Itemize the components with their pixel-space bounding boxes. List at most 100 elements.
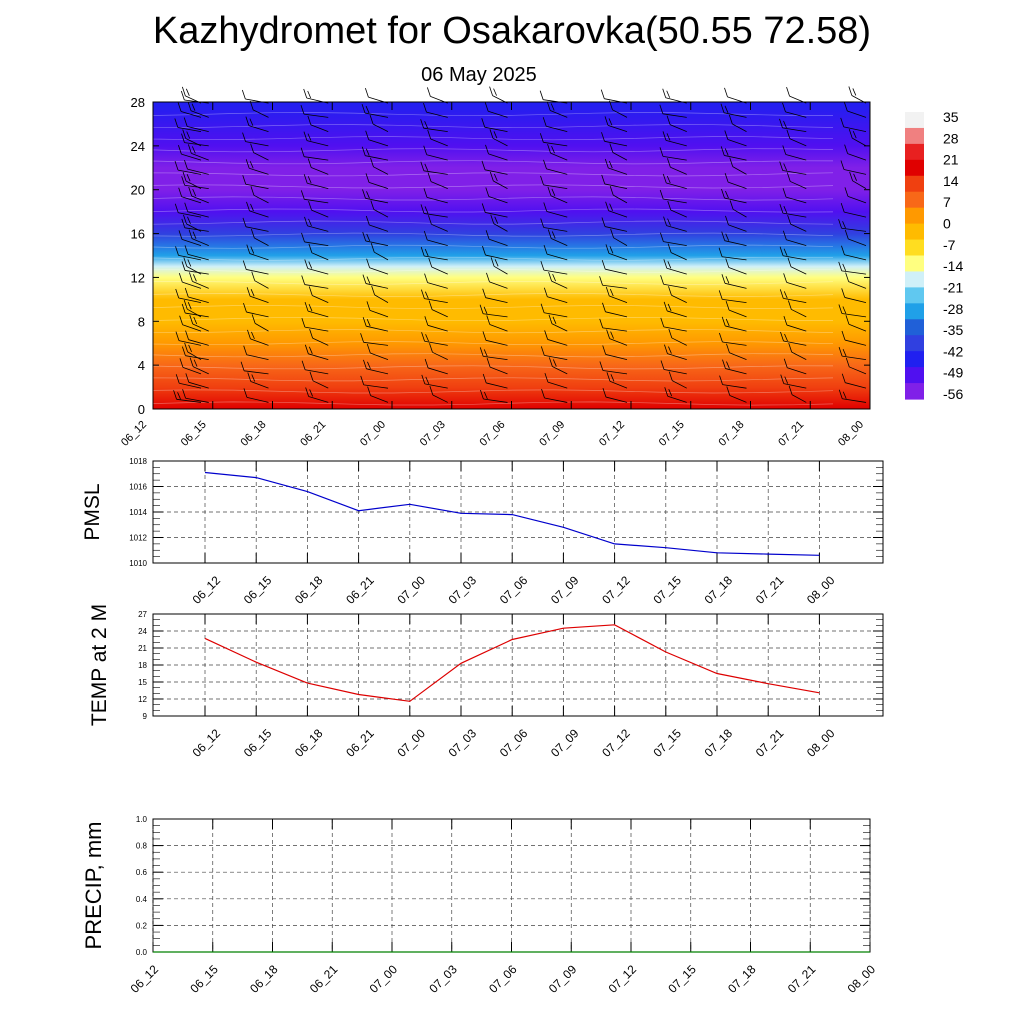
wind-barb	[543, 287, 568, 304]
isoline	[152, 112, 834, 117]
barb-shaft	[722, 256, 747, 261]
wind-barb	[178, 272, 202, 289]
wind-barb	[362, 317, 389, 332]
barb-flag	[365, 215, 370, 226]
barb-shaft	[432, 351, 448, 361]
barb-flag	[609, 246, 614, 254]
wind-barb	[423, 145, 448, 161]
barb-flag	[787, 257, 792, 267]
wind-barb	[848, 129, 867, 147]
barb-flag	[659, 104, 664, 114]
barb-flag	[192, 231, 197, 239]
barb-shaft	[374, 251, 389, 261]
barb-flag	[249, 118, 254, 126]
barb-flag	[784, 376, 789, 384]
x-tick-label: 07_21	[753, 726, 787, 760]
wind-barb	[185, 330, 209, 346]
wind-barb	[364, 87, 389, 104]
barb-flag	[605, 201, 609, 211]
barb-shaft	[722, 384, 747, 389]
barb-flag	[309, 389, 313, 397]
barb-shaft	[254, 280, 269, 289]
colorbar-swatch	[905, 367, 924, 384]
barb-shaft	[426, 154, 448, 161]
isoline	[152, 401, 834, 406]
barb-shaft	[192, 280, 209, 289]
wind-barb	[189, 314, 209, 332]
barb-flag	[783, 163, 788, 171]
wind-barb	[485, 230, 508, 247]
barb-shaft	[370, 352, 389, 361]
isoline	[152, 377, 834, 382]
barb-flag	[600, 89, 605, 99]
barb-flag	[725, 318, 730, 327]
barb-flag	[544, 330, 549, 340]
barb-shaft	[432, 394, 448, 403]
barb-shaft	[550, 152, 568, 161]
x-tick-label: 06_15	[187, 962, 221, 996]
wind-barb	[251, 314, 269, 332]
barb-shaft	[666, 267, 687, 275]
barb-flag	[853, 173, 857, 181]
barb-flag	[188, 229, 193, 239]
barb-shaft	[663, 241, 687, 247]
y-tick-label: 18	[138, 661, 147, 670]
barb-shaft	[185, 397, 209, 403]
barb-flag	[602, 345, 607, 355]
barb-flag	[606, 329, 610, 339]
wind-barb	[370, 243, 389, 261]
wind-barb	[486, 272, 508, 289]
barb-flag	[667, 243, 672, 253]
barb-flag	[604, 116, 609, 126]
wind-barb	[189, 272, 209, 289]
colorbar-swatch	[905, 287, 924, 304]
barb-shaft	[728, 309, 747, 318]
barb-shaft	[605, 311, 628, 318]
x-tick-label: 07_00	[394, 573, 428, 607]
y-axis-label: TEMP at 2 M	[88, 604, 111, 726]
y-tick-label: 16	[131, 227, 145, 242]
wind-barb	[428, 215, 448, 232]
barb-shaft	[430, 138, 448, 147]
barb-flag	[421, 374, 426, 385]
barb-shaft	[787, 367, 807, 375]
wind-barb	[838, 219, 867, 232]
barb-shaft	[543, 184, 568, 190]
y-tick-label: 12	[131, 270, 145, 285]
barb-flag	[187, 101, 192, 111]
barb-flag	[726, 386, 731, 396]
barb-flag	[848, 86, 853, 96]
barb-flag	[843, 101, 848, 112]
barb-flag	[421, 332, 425, 342]
barb-flag	[783, 315, 788, 326]
y-tick-label: 0.8	[136, 842, 148, 851]
barb-shaft	[430, 181, 448, 189]
barb-shaft	[249, 253, 269, 261]
wind-barb	[848, 86, 867, 104]
y-tick-label: 0.4	[136, 895, 148, 904]
barb-flag	[725, 301, 730, 311]
barb-flag	[429, 385, 434, 396]
barb-flag	[246, 287, 251, 297]
barb-flag	[429, 343, 433, 353]
barb-shaft	[783, 297, 807, 304]
barb-flag	[360, 375, 365, 386]
wind-barb	[362, 274, 389, 289]
barb-flag	[664, 344, 668, 354]
barb-shaft	[191, 195, 209, 204]
barb-shaft	[604, 183, 628, 190]
wind-barb	[668, 286, 687, 304]
barb-flag	[667, 261, 672, 269]
barb-shaft	[182, 324, 202, 332]
barb-shaft	[725, 368, 747, 375]
wind-barb	[844, 187, 867, 204]
wind-barb	[787, 300, 807, 318]
barb-flag	[786, 86, 790, 97]
wind-barb	[606, 329, 628, 346]
barb-shaft	[604, 226, 628, 232]
barb-shaft	[368, 139, 389, 147]
barb-shaft	[782, 127, 807, 132]
barb-shaft	[369, 267, 389, 275]
wind-barb	[300, 104, 329, 118]
barb-shaft	[724, 240, 747, 247]
